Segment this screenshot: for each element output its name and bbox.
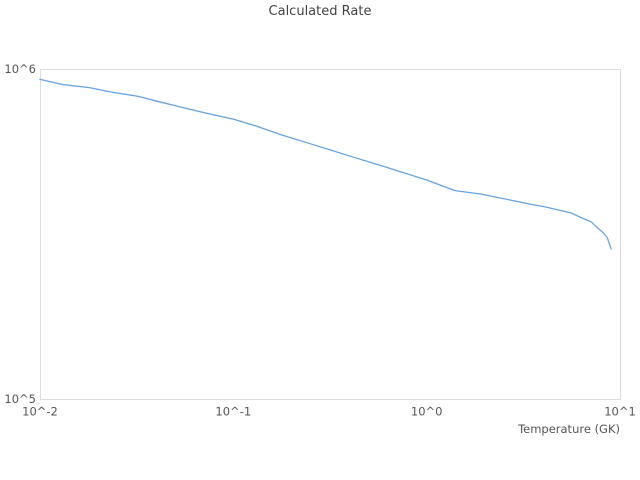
x-tick-label: 10^-2 xyxy=(22,405,58,419)
x-axis-title: Temperature (GK) xyxy=(518,422,620,436)
y-tick-label: 10^6 xyxy=(4,62,36,76)
x-tick-label: 10^0 xyxy=(411,405,443,419)
y-tick-label: 10^5 xyxy=(4,392,36,406)
rate-line xyxy=(39,78,612,250)
x-tick-label: 10^-1 xyxy=(215,405,251,419)
chart-title: Calculated Rate xyxy=(268,4,372,19)
x-tick-label: 10^1 xyxy=(604,405,636,419)
plot-frame xyxy=(40,69,621,400)
